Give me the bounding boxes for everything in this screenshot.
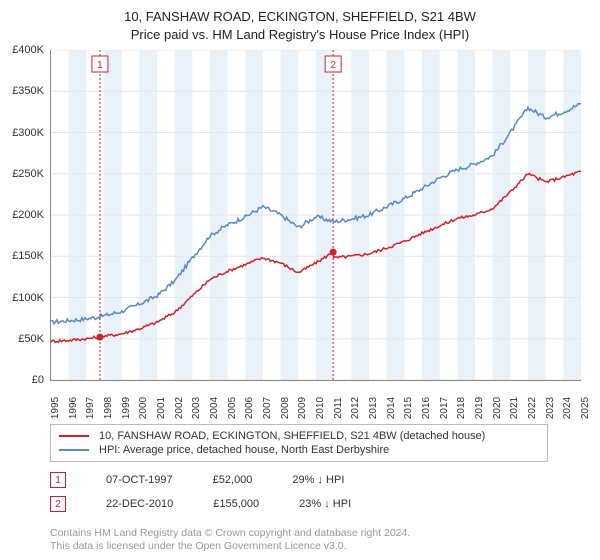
- x-tick-label: 2015: [403, 397, 414, 419]
- legend-box: 10, FANSHAW ROAD, ECKINGTON, SHEFFIELD, …: [50, 424, 548, 462]
- y-tick-label: £350K: [12, 85, 44, 97]
- legend-swatch-property: [59, 435, 89, 437]
- x-tick-label: 2022: [527, 397, 538, 419]
- x-tick-label: 2023: [545, 397, 556, 419]
- marker-diff-2: 23% ↓ HPI: [299, 498, 351, 510]
- x-tick-label: 2011: [333, 397, 344, 419]
- y-tick-label: £0: [32, 374, 44, 386]
- x-axis-labels: 1995199619971998199920002001200220032004…: [50, 384, 580, 414]
- y-tick-label: £250K: [12, 168, 44, 180]
- x-tick-label: 2024: [562, 397, 573, 419]
- x-tick-label: 2014: [386, 397, 397, 419]
- x-tick-label: 2003: [191, 397, 202, 419]
- y-tick-label: £50K: [18, 333, 44, 345]
- x-tick-label: 1995: [50, 397, 61, 419]
- title-line-1: 10, FANSHAW ROAD, ECKINGTON, SHEFFIELD, …: [0, 8, 600, 26]
- x-tick-label: 2004: [209, 397, 220, 419]
- x-tick-label: 2016: [421, 397, 432, 419]
- legend-row-property: 10, FANSHAW ROAD, ECKINGTON, SHEFFIELD, …: [59, 429, 539, 443]
- svg-text:2: 2: [330, 60, 336, 71]
- marker-row-1: 1 07-OCT-1997 £52,000 29% ↓ HPI: [50, 472, 344, 488]
- x-tick-label: 2001: [156, 397, 167, 419]
- marker-date-1: 07-OCT-1997: [106, 474, 173, 486]
- x-tick-label: 2025: [580, 397, 591, 419]
- x-tick-label: 1996: [68, 397, 79, 419]
- x-tick-label: 2018: [456, 397, 467, 419]
- x-tick-label: 2002: [174, 397, 185, 419]
- x-tick-label: 2005: [227, 397, 238, 419]
- chart-svg: 12: [51, 50, 581, 380]
- marker-badge-2: 2: [50, 496, 66, 512]
- y-tick-label: £300K: [12, 127, 44, 139]
- title-line-2: Price paid vs. HM Land Registry's House …: [0, 26, 600, 44]
- plot-area: 12: [50, 50, 581, 381]
- marker-date-2: 22-DEC-2010: [106, 498, 173, 510]
- y-axis-labels: £0£50K£100K£150K£200K£250K£300K£350K£400…: [0, 50, 48, 380]
- x-tick-label: 2019: [474, 397, 485, 419]
- title-block: 10, FANSHAW ROAD, ECKINGTON, SHEFFIELD, …: [0, 0, 600, 43]
- x-tick-label: 2013: [368, 397, 379, 419]
- legend-row-hpi: HPI: Average price, detached house, Nort…: [59, 443, 539, 457]
- footer-line-1: Contains HM Land Registry data © Crown c…: [50, 527, 410, 541]
- x-tick-label: 2012: [350, 397, 361, 419]
- marker-badge-1: 1: [50, 472, 66, 488]
- legend-swatch-hpi: [59, 449, 89, 451]
- x-tick-label: 2020: [492, 397, 503, 419]
- x-tick-label: 2008: [280, 397, 291, 419]
- footer-line-2: This data is licensed under the Open Gov…: [50, 540, 410, 554]
- chart-container: 10, FANSHAW ROAD, ECKINGTON, SHEFFIELD, …: [0, 0, 600, 560]
- x-tick-label: 2006: [244, 397, 255, 419]
- x-tick-label: 2007: [262, 397, 273, 419]
- x-tick-label: 2009: [297, 397, 308, 419]
- x-tick-label: 1997: [85, 397, 96, 419]
- y-tick-label: £200K: [12, 209, 44, 221]
- y-tick-label: £100K: [12, 292, 44, 304]
- marker-price-1: £52,000: [213, 474, 253, 486]
- y-tick-label: £150K: [12, 250, 44, 262]
- x-tick-label: 1999: [121, 397, 132, 419]
- marker-price-2: £155,000: [213, 498, 259, 510]
- legend-label-hpi: HPI: Average price, detached house, Nort…: [99, 444, 389, 456]
- footer-attribution: Contains HM Land Registry data © Crown c…: [50, 527, 410, 554]
- y-tick-label: £400K: [12, 44, 44, 56]
- x-tick-label: 2021: [509, 397, 520, 419]
- marker-diff-1: 29% ↓ HPI: [292, 474, 344, 486]
- legend-label-property: 10, FANSHAW ROAD, ECKINGTON, SHEFFIELD, …: [99, 430, 485, 442]
- x-tick-label: 2017: [439, 397, 450, 419]
- x-tick-label: 1998: [103, 397, 114, 419]
- x-tick-label: 2000: [138, 397, 149, 419]
- svg-text:1: 1: [97, 60, 103, 71]
- x-tick-label: 2010: [315, 397, 326, 419]
- marker-row-2: 2 22-DEC-2010 £155,000 23% ↓ HPI: [50, 496, 351, 512]
